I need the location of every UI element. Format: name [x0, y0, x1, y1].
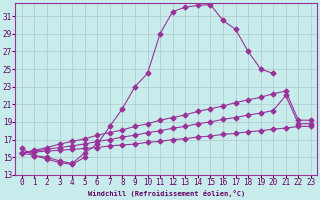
X-axis label: Windchill (Refroidissement éolien,°C): Windchill (Refroidissement éolien,°C) — [88, 190, 245, 197]
